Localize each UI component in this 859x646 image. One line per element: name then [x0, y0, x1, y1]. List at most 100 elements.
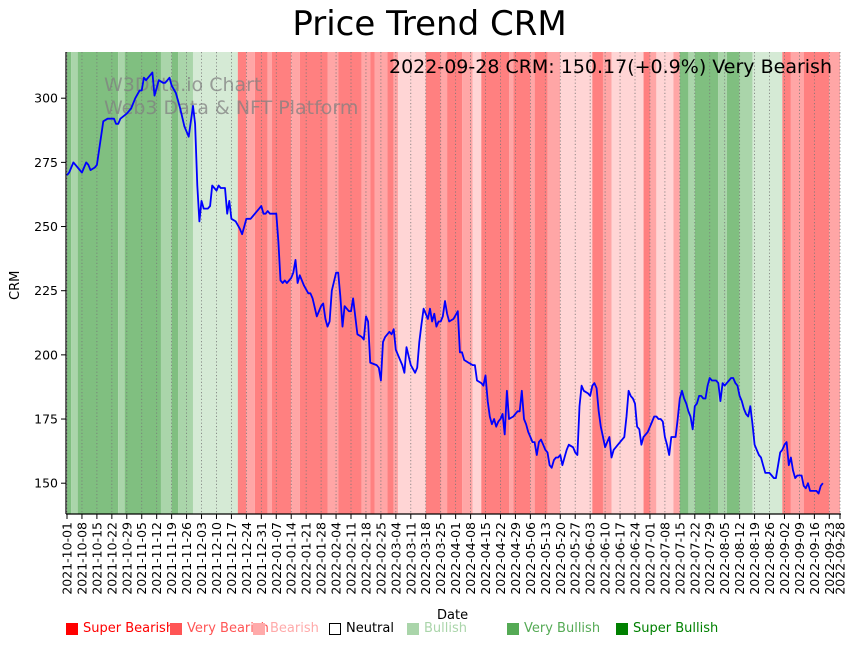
regime-band: [718, 52, 727, 514]
x-tick-label: 2022-06-24: [628, 522, 643, 595]
regime-band: [77, 52, 119, 514]
x-tick-label: 2021-12-24: [239, 522, 254, 595]
regime-band: [387, 52, 394, 514]
legend-swatch: [507, 622, 519, 635]
regime-band: [447, 52, 463, 514]
regime-band: [530, 52, 535, 514]
regime-band: [237, 52, 247, 514]
legend-swatch: [170, 622, 182, 635]
x-tick-label: 2021-10-15: [89, 522, 104, 595]
legend-label: Bullish: [424, 621, 468, 636]
y-tick-label: 225: [34, 283, 58, 298]
x-tick-label: 2022-09-09: [792, 522, 807, 595]
x-tick-label: 2022-08-26: [762, 522, 777, 595]
regime-band: [560, 52, 593, 514]
x-tick-label: 2021-10-08: [74, 522, 89, 595]
x-tick-label: 2022-02-25: [373, 522, 388, 595]
regime-band: [374, 52, 388, 514]
regime-band: [267, 52, 272, 514]
x-tick-label: 2022-03-25: [433, 522, 448, 595]
regime-band: [592, 52, 603, 514]
regime-band: [425, 52, 441, 514]
x-tick-label: 2021-12-03: [194, 522, 209, 595]
regime-band: [246, 52, 255, 514]
y-tick-label: 150: [34, 476, 58, 491]
x-tick-label: 2021-12-10: [209, 522, 224, 595]
latest-price-annotation: 2022-09-28 CRM: 150.17(+0.9%) Very Beari…: [389, 56, 832, 78]
x-tick-label: 2021-11-19: [164, 522, 179, 595]
x-tick-label: 2022-01-07: [269, 522, 284, 595]
regime-band: [790, 52, 804, 514]
legend-swatch: [253, 622, 265, 635]
legend-item: Super Bearish: [66, 621, 174, 636]
x-ticks: 2021-10-01 2021-10-08 2021-10-15 2021-10-22…: [60, 514, 848, 595]
legend-item: Bullish: [407, 621, 467, 636]
watermark-line-1: W3Data.io Chart: [104, 74, 261, 96]
legend-label: Neutral: [346, 621, 394, 636]
x-tick-label: 2021-10-29: [119, 522, 134, 595]
legend-label: Very Bullish: [524, 621, 601, 636]
y-ticks: 150 175 200 225 250 275 300: [34, 91, 66, 491]
x-tick-label: 2022-02-18: [358, 522, 373, 595]
x-tick-label: 2022-01-14: [284, 522, 299, 595]
x-tick-label: 2022-07-15: [672, 522, 687, 595]
regime-band: [160, 52, 172, 514]
regime-band: [611, 52, 644, 514]
regime-band: [602, 52, 612, 514]
legend-swatch: [407, 622, 419, 635]
x-tick-label: 2021-10-22: [104, 522, 119, 595]
x-tick-label: 2022-07-29: [702, 522, 717, 595]
regime-band: [462, 52, 473, 514]
y-tick-label: 200: [34, 347, 58, 362]
legend-item: Super Bullish: [616, 621, 718, 636]
x-tick-label: 2022-08-05: [717, 522, 732, 595]
y-tick-label: 250: [34, 219, 58, 234]
regime-band: [726, 52, 740, 514]
x-tick-label: 2022-01-28: [314, 522, 329, 595]
x-tick-label: 2022-09-28: [833, 522, 848, 595]
price-line: [66, 71, 824, 495]
x-tick-label: 2022-04-29: [508, 522, 523, 595]
y-tick-label: 300: [34, 91, 58, 106]
x-tick-label: 2021-12-17: [224, 522, 239, 595]
legend-label: Bearish: [270, 621, 319, 636]
y-axis-label: CRM: [8, 270, 23, 300]
legend-label: Super Bullish: [633, 621, 719, 636]
x-tick-label: 2022-09-16: [807, 522, 822, 595]
x-tick-label: 2021-11-12: [149, 522, 164, 595]
x-tick-label: 2022-08-19: [747, 522, 762, 595]
y-tick-label: 175: [34, 412, 58, 427]
regime-band: [254, 52, 268, 514]
legend-item: Bearish: [253, 621, 319, 636]
x-tick-label: 2022-07-01: [642, 522, 657, 595]
x-tick-label: 2021-11-05: [134, 522, 149, 595]
regime-band: [67, 52, 72, 514]
regime-band: [803, 52, 830, 514]
regime-band: [338, 52, 362, 514]
x-tick-label: 2022-01-21: [299, 522, 314, 595]
legend-swatch: [329, 622, 341, 635]
regime-bands: [67, 52, 840, 514]
regime-band: [393, 52, 398, 514]
x-tick-label: 2022-03-11: [403, 522, 418, 595]
x-tick-label: 2022-05-06: [523, 522, 538, 595]
x-tick-label: 2022-07-22: [687, 522, 702, 595]
regime-band: [361, 52, 371, 514]
x-tick-label: 2022-03-18: [418, 522, 433, 595]
x-tick-label: 2022-09-23: [822, 522, 837, 595]
x-tick-label: 2022-02-11: [344, 522, 359, 595]
regime-band: [71, 52, 78, 514]
x-tick-label: 2022-07-08: [657, 522, 672, 595]
x-tick-label: 2022-04-01: [448, 522, 463, 595]
regime-band: [440, 52, 448, 514]
regime-band: [192, 52, 238, 514]
regime-band: [649, 52, 657, 514]
x-tick-label: 2022-06-17: [613, 522, 628, 595]
legend-swatch: [66, 622, 78, 635]
legend-item: Very Bearish: [170, 621, 269, 636]
regime-band: [291, 52, 300, 514]
regime-band: [782, 52, 791, 514]
regime-band: [534, 52, 548, 514]
x-tick-label: 2022-03-04: [388, 522, 403, 595]
regime-band: [688, 52, 695, 514]
